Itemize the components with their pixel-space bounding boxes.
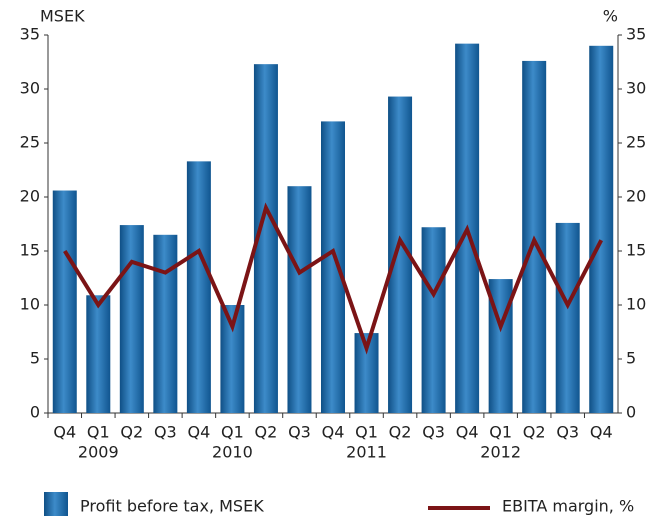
x-tick-label: Q3 [288, 423, 311, 442]
bar [86, 295, 111, 413]
y-tick-label: 10 [20, 295, 40, 314]
y-axis-label: MSEK [40, 7, 85, 26]
x-tick-label: Q4 [53, 423, 76, 442]
y2-tick-label: 10 [626, 295, 646, 314]
y-tick-label: 0 [30, 403, 40, 422]
bar [119, 225, 144, 413]
year-label: 2011 [346, 443, 387, 462]
bar [589, 45, 614, 414]
bar [421, 227, 446, 413]
bar [321, 121, 345, 414]
y2-tick-label: 15 [626, 241, 646, 260]
x-tick-label: Q4 [456, 423, 479, 442]
y-tick-label: 35 [20, 25, 40, 44]
x-tick-label: Q1 [221, 423, 244, 442]
y2-axis-label: % [603, 7, 618, 26]
x-tick-label: Q1 [355, 423, 378, 442]
y-tick-label: 15 [20, 241, 40, 260]
x-tick-label: Q4 [590, 423, 613, 442]
year-label: 2012 [480, 443, 521, 462]
x-tick-label: Q2 [120, 423, 143, 442]
legend-label: EBITA margin, % [502, 497, 634, 516]
y-tick-label: 30 [20, 79, 40, 98]
bar [52, 190, 77, 413]
x-tick-label: Q3 [422, 423, 445, 442]
y2-tick-label: 0 [626, 403, 636, 422]
line [63, 202, 604, 355]
x-tick-label: Q1 [87, 423, 110, 442]
year-label: 2010 [212, 443, 253, 462]
legend-swatch [44, 492, 68, 516]
x-tick-label: Q3 [556, 423, 579, 442]
x-tick-label: Q3 [154, 423, 177, 442]
y-tick-label: 25 [20, 133, 40, 152]
y2-tick-label: 20 [626, 187, 646, 206]
legend-label: Profit before tax, MSEK [80, 497, 264, 516]
x-tick-label: Q2 [389, 423, 412, 442]
bar [555, 222, 580, 413]
x-tick-label: Q4 [322, 423, 345, 442]
year-label: 2009 [78, 443, 119, 462]
x-tick-label: Q4 [187, 423, 210, 442]
bar [186, 161, 211, 413]
bar [253, 64, 278, 413]
x-tick-label: Q2 [255, 423, 278, 442]
y2-tick-label: 25 [626, 133, 646, 152]
y2-tick-label: 30 [626, 79, 646, 98]
y-tick-label: 20 [20, 187, 40, 206]
x-tick-label: Q1 [489, 423, 512, 442]
bar [153, 234, 178, 413]
y2-tick-label: 35 [626, 25, 646, 44]
x-tick-label: Q2 [523, 423, 546, 442]
bar [287, 186, 312, 413]
y-tick-label: 5 [30, 349, 40, 368]
y2-tick-label: 5 [626, 349, 636, 368]
